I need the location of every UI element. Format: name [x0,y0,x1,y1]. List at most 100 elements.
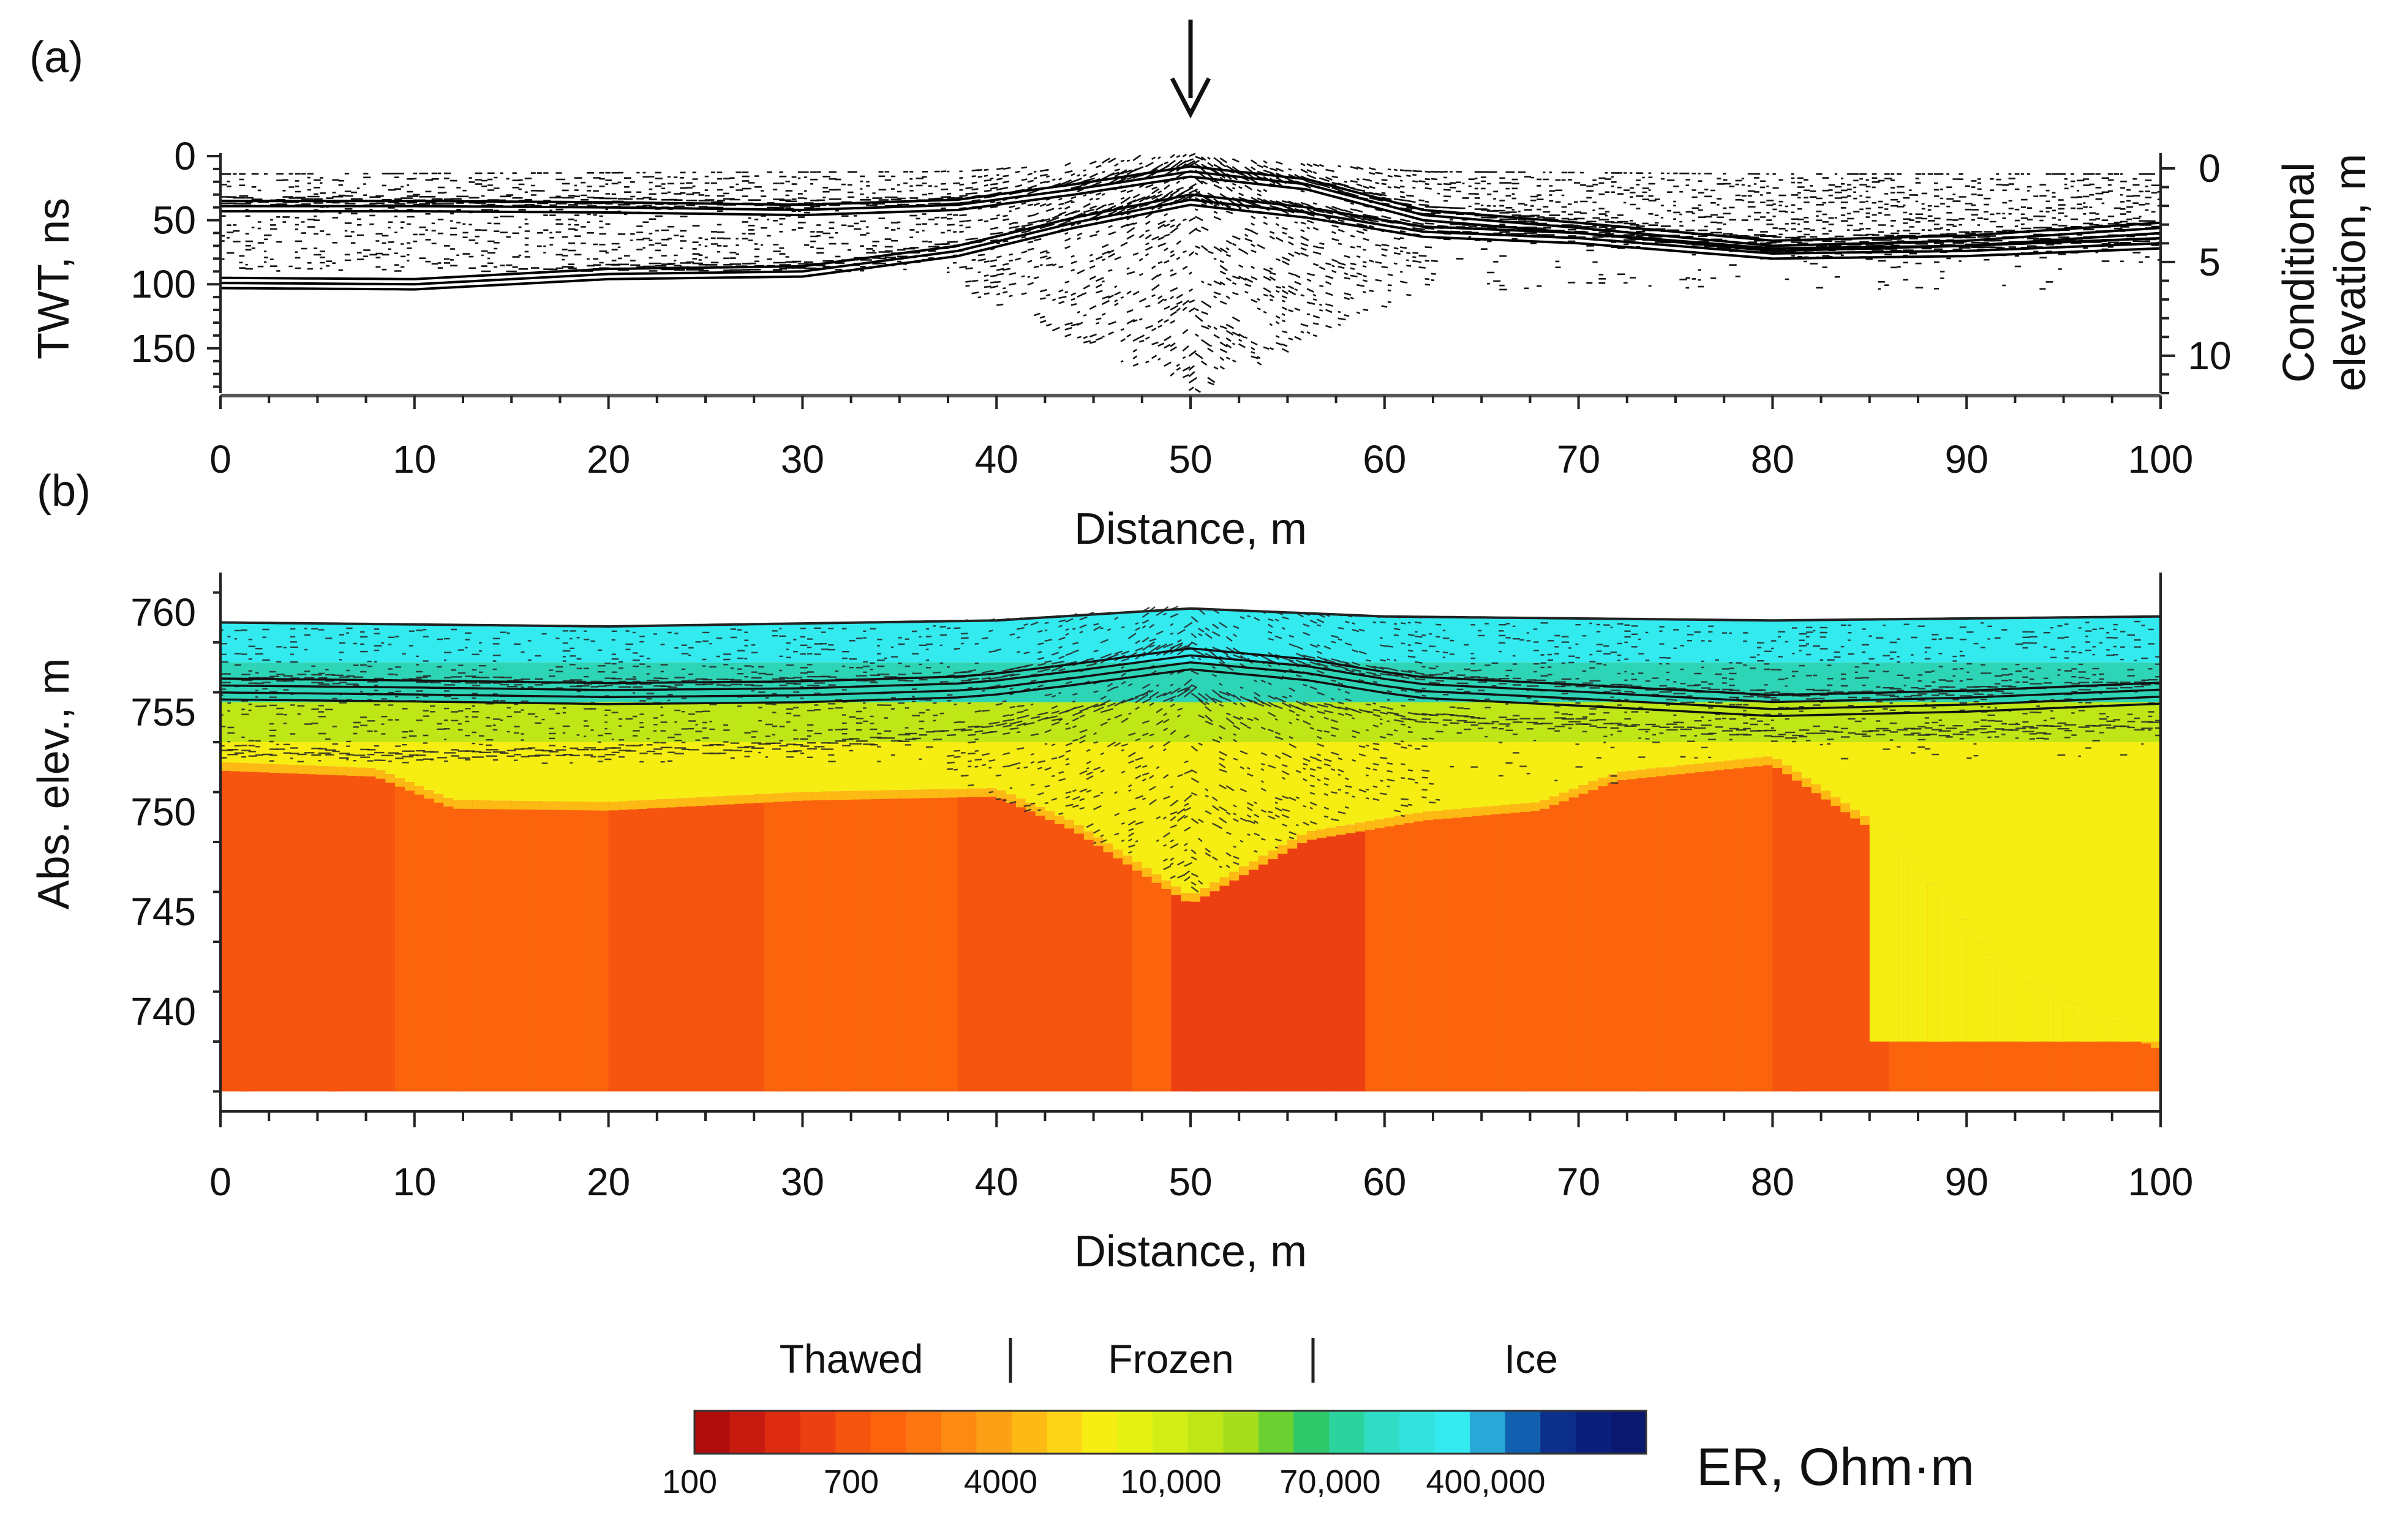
resistivity-cell [288,662,299,702]
radargram-trace [1300,162,1313,334]
resistivity-cell [1142,868,1153,877]
resistivity-cell [2083,742,2094,1009]
resistivity-cell [598,742,609,802]
radargram-b-trace [590,640,603,757]
resistivity-cell [1394,702,1405,743]
radargram-trace [655,171,667,267]
resistivity-cell [1307,831,1317,1092]
resistivity-cell [1627,770,1638,780]
resistivity-cell [1957,618,1968,663]
axis-b-bottom-tick-label: 0 [209,1160,231,1204]
resistivity-cell [1491,805,1502,1092]
resistivity-cell [919,622,930,663]
resistivity-cell [1549,796,1560,805]
resistivity-cell [1627,618,1638,663]
resistivity-cell [346,662,357,702]
radargram-b-trace [465,632,478,761]
radargram-b-reflector [220,668,2161,718]
colorbar-swatch [1258,1411,1295,1454]
resistivity-cell [434,794,445,1092]
axis-a-left-tick-label: 0 [174,134,196,178]
resistivity-cell [802,623,813,663]
resistivity-cell [1055,816,1065,824]
resistivity-cell [259,742,270,764]
resistivity-cell [1957,919,1968,1042]
resistivity-cell [560,742,571,802]
resistivity-cell [482,800,493,810]
colorbar-swatch [1047,1411,1083,1454]
resistivity-cell [696,625,706,663]
resistivity-cell [754,742,764,795]
axis-a-right-tick-label: 10 [2188,334,2231,378]
radargram-b-trace [1889,641,1902,741]
radargram-b-trace [1330,634,1341,822]
resistivity-cell [2005,662,2016,702]
resistivity-cell [1598,778,1609,787]
resistivity-cell [472,800,483,810]
resistivity-cell [851,791,862,800]
resistivity-cell [220,702,231,743]
resistivity-cell [2044,742,2055,991]
resistivity-cell [608,802,619,1092]
resistivity-cell [792,702,803,743]
resistivity-cell [919,662,930,702]
resistivity-cell [288,765,299,1092]
colorbar-frame [693,1410,1647,1455]
resistivity-cell [1704,762,1715,772]
resistivity-cell [996,790,1007,799]
radargram-trace [841,183,852,261]
radargram-trace [1232,158,1246,363]
resistivity-cell [686,742,697,798]
resistivity-cell [1413,617,1424,663]
resistivity-cell [909,789,920,798]
resistivity-cell [1792,772,1802,781]
radargram-trace [878,171,891,265]
resistivity-cell [1074,825,1085,1092]
radargram-b-trace [562,630,575,756]
colorbar-swatch [976,1411,1012,1454]
resistivity-cell [919,789,930,798]
resistivity-cell [1918,742,1928,873]
resistivity-cell [870,791,881,800]
radargram-trace [524,178,535,258]
resistivity-cell [831,791,842,1092]
axis-b-bottom-tick-label: 90 [1945,1160,1988,1204]
radargram-b-trace [444,637,456,762]
resistivity-cell [1064,819,1075,1092]
resistivity-cell [987,662,998,702]
resistivity-cell [327,623,337,663]
resistivity-cell [686,797,697,1092]
radargram-trace [810,171,823,270]
resistivity-cell [1074,742,1085,825]
resistivity-cell [2141,742,2152,1035]
resistivity-cell [1287,840,1298,849]
radargram-b-trace [1917,625,1930,748]
resistivity-cell [1540,800,1550,1092]
resistivity-cell [1840,803,1851,813]
resistivity-cell [521,625,532,663]
resistivity-cell [948,702,958,743]
resistivity-cell [1811,742,1822,785]
resistivity-cell [696,742,706,797]
resistivity-cell [1734,702,1744,743]
radargram-trace [314,179,323,256]
resistivity-cell [1239,866,1249,876]
resistivity-cell [1297,702,1307,743]
resistivity-cell [1734,759,1744,1092]
resistivity-cell [773,742,784,794]
resistivity-cell [890,742,900,791]
resistivity-cell [259,764,270,773]
resistivity-cell [1316,829,1327,1092]
radargram-trace [1188,152,1201,391]
resistivity-cell [1491,662,1502,702]
resistivity-cell [1355,822,1366,1092]
resistivity-cell [2073,617,2084,663]
radargram-trace [1958,173,1971,262]
resistivity-cell [2093,742,2103,1013]
radargram-trace [1524,176,1537,290]
resistivity-cell [337,742,347,767]
radargram-b-trace [1659,626,1672,734]
resistivity-cell [1860,742,1870,816]
resistivity-cell [424,625,435,663]
radargram-trace [971,169,982,295]
